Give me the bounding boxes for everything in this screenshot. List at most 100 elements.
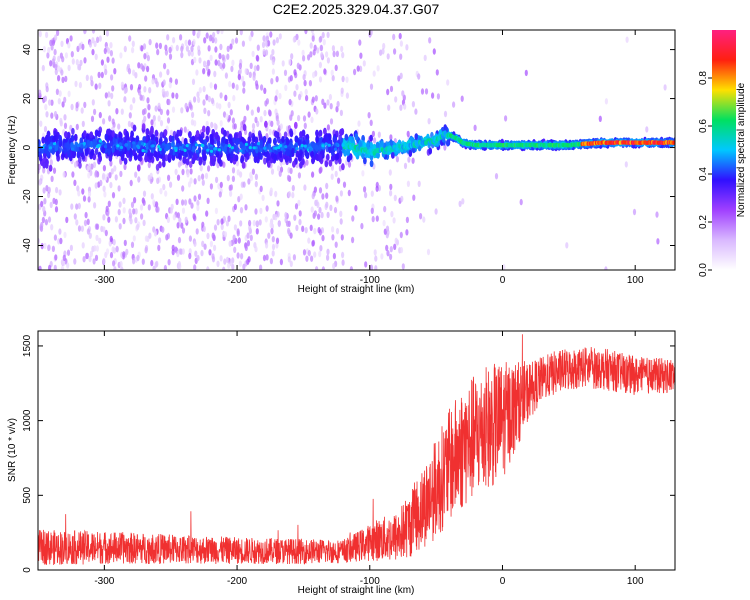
- speckle-mark: [87, 190, 92, 198]
- speckle-mark: [318, 250, 322, 258]
- speckle-mark: [229, 43, 233, 50]
- speckle-mark: [141, 258, 145, 265]
- speckle-mark: [48, 99, 52, 106]
- speckle-mark: [50, 99, 54, 106]
- band-mark: [195, 130, 200, 138]
- band-mark: [162, 160, 166, 168]
- speckle-mark: [91, 37, 95, 44]
- speckle-mark: [242, 80, 246, 88]
- speckle-mark: [81, 188, 85, 195]
- speckle-mark: [275, 237, 280, 245]
- speckle-mark: [93, 108, 97, 116]
- speckle-mark: [226, 45, 230, 52]
- speckle-mark: [229, 184, 233, 191]
- speckle-mark: [434, 208, 438, 215]
- band-mark: [216, 135, 220, 142]
- speckle-mark: [181, 168, 185, 176]
- speckle-mark: [382, 219, 386, 227]
- speckle-mark: [325, 192, 329, 199]
- speckle-mark: [186, 171, 190, 178]
- speckle-mark: [167, 174, 171, 181]
- speckle-mark: [308, 80, 312, 87]
- speckle-mark: [382, 42, 386, 50]
- band-mark: [45, 134, 49, 142]
- speckle-mark: [347, 161, 352, 168]
- speckle-mark: [331, 226, 335, 233]
- speckle-mark: [255, 220, 259, 227]
- speckle-mark: [181, 207, 186, 214]
- speckle-mark: [61, 56, 65, 63]
- speckle-mark: [334, 170, 338, 178]
- speckle-mark: [353, 68, 357, 76]
- speckle-mark: [401, 90, 405, 97]
- band-mark: [267, 143, 272, 151]
- speckle-mark: [205, 94, 209, 101]
- speckle-mark: [259, 185, 263, 192]
- speckle-mark: [379, 49, 383, 56]
- speckle-mark: [153, 230, 158, 237]
- speckle-mark: [83, 57, 87, 64]
- speckle-mark: [73, 213, 77, 220]
- band-mark: [369, 160, 374, 168]
- speckle-mark: [339, 218, 343, 225]
- speckle-mark: [262, 254, 267, 262]
- speckle-mark: [351, 236, 355, 244]
- speckle-mark: [80, 107, 84, 114]
- band-mark: [171, 153, 176, 161]
- speckle-mark: [233, 123, 237, 130]
- speckle-mark: [264, 216, 268, 223]
- speckle-mark: [55, 186, 59, 194]
- speckle-mark: [231, 117, 235, 124]
- speckle-mark: [339, 109, 343, 117]
- band-mark: [107, 148, 111, 156]
- speckle-mark: [279, 258, 283, 266]
- band-mark: [289, 130, 294, 138]
- band-mark: [129, 150, 133, 158]
- speckle-mark: [341, 251, 345, 259]
- speckle-mark: [38, 179, 42, 186]
- speckle-mark: [190, 50, 194, 57]
- speckle-mark: [494, 173, 499, 180]
- speckle-mark: [40, 242, 44, 250]
- speckle-mark: [239, 207, 244, 214]
- speckle-mark: [335, 50, 339, 57]
- speckle-mark: [93, 245, 97, 252]
- speckle-mark: [262, 48, 266, 56]
- speckle-mark: [220, 218, 224, 225]
- speckle-mark: [332, 50, 336, 58]
- speckle-mark: [54, 68, 58, 76]
- speckle-mark: [321, 266, 325, 270]
- speckle-mark: [260, 84, 264, 91]
- speckle-mark: [181, 248, 185, 255]
- speckle-mark: [157, 244, 161, 252]
- band-mark: [318, 144, 322, 152]
- speckle-mark: [134, 217, 138, 224]
- speckle-mark: [122, 207, 126, 214]
- speckle-mark: [43, 125, 48, 133]
- speckle-mark: [251, 123, 256, 130]
- band-mark: [363, 157, 367, 165]
- speckle-mark: [143, 86, 147, 93]
- speckle-mark: [205, 64, 209, 71]
- speckle-mark: [263, 87, 267, 95]
- speckle-mark: [232, 234, 236, 241]
- speckle-mark: [208, 249, 212, 256]
- speckle-mark: [111, 118, 115, 125]
- speckle-mark: [164, 44, 168, 51]
- speckle-mark: [281, 60, 285, 67]
- speckle-mark: [254, 116, 258, 124]
- speckle-mark: [401, 263, 405, 270]
- speckle-mark: [216, 260, 220, 267]
- speckle-mark: [142, 219, 146, 227]
- speckle-mark: [57, 65, 61, 72]
- speckle-mark: [405, 44, 409, 51]
- speckle-mark: [239, 30, 243, 36]
- band-mark: [366, 141, 370, 149]
- speckle-mark: [111, 192, 116, 199]
- speckle-mark: [42, 206, 46, 213]
- speckle-mark: [354, 205, 358, 212]
- speckle-mark: [143, 53, 147, 60]
- speckle-mark: [251, 168, 255, 175]
- speckle-mark: [604, 266, 608, 270]
